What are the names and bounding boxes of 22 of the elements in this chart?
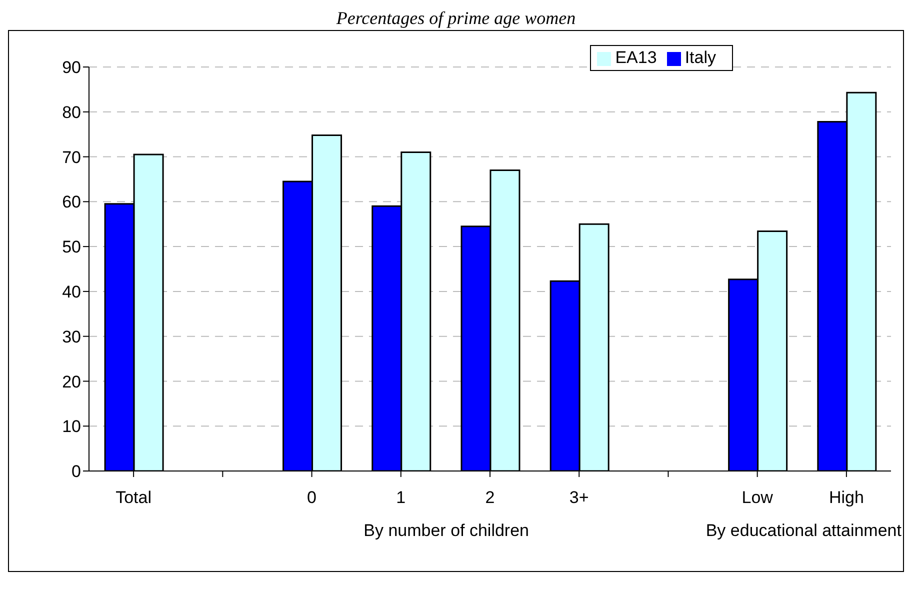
y-tick-label: 10 — [62, 417, 81, 436]
legend-label: EA13 — [615, 48, 657, 67]
x-tick-label: 0 — [307, 488, 317, 508]
y-tick-label: 20 — [62, 372, 81, 392]
x-tick-label: 2 — [485, 488, 495, 508]
legend-label: Italy — [684, 48, 716, 67]
y-tick-label: 70 — [62, 148, 81, 167]
x-tick-label: 1 — [396, 488, 406, 508]
y-tick-label: 90 — [62, 58, 81, 78]
y-tick-label: 80 — [62, 102, 81, 122]
x-tick-label: Low — [742, 488, 774, 508]
y-tick-label: 30 — [62, 327, 81, 346]
chart-title: Percentages of prime age women — [335, 8, 577, 30]
x-tick-label: 3+ — [569, 488, 589, 508]
y-tick-label: 40 — [62, 282, 81, 302]
y-tick-label: 60 — [62, 192, 81, 212]
text: By educational attainment — [704, 520, 902, 542]
y-tick-label: 50 — [62, 238, 81, 257]
x-tick-label: High — [828, 488, 864, 508]
text: By number of children — [362, 520, 530, 542]
x-tick-label: Total — [116, 488, 152, 508]
y-tick-label: 0 — [72, 462, 81, 482]
